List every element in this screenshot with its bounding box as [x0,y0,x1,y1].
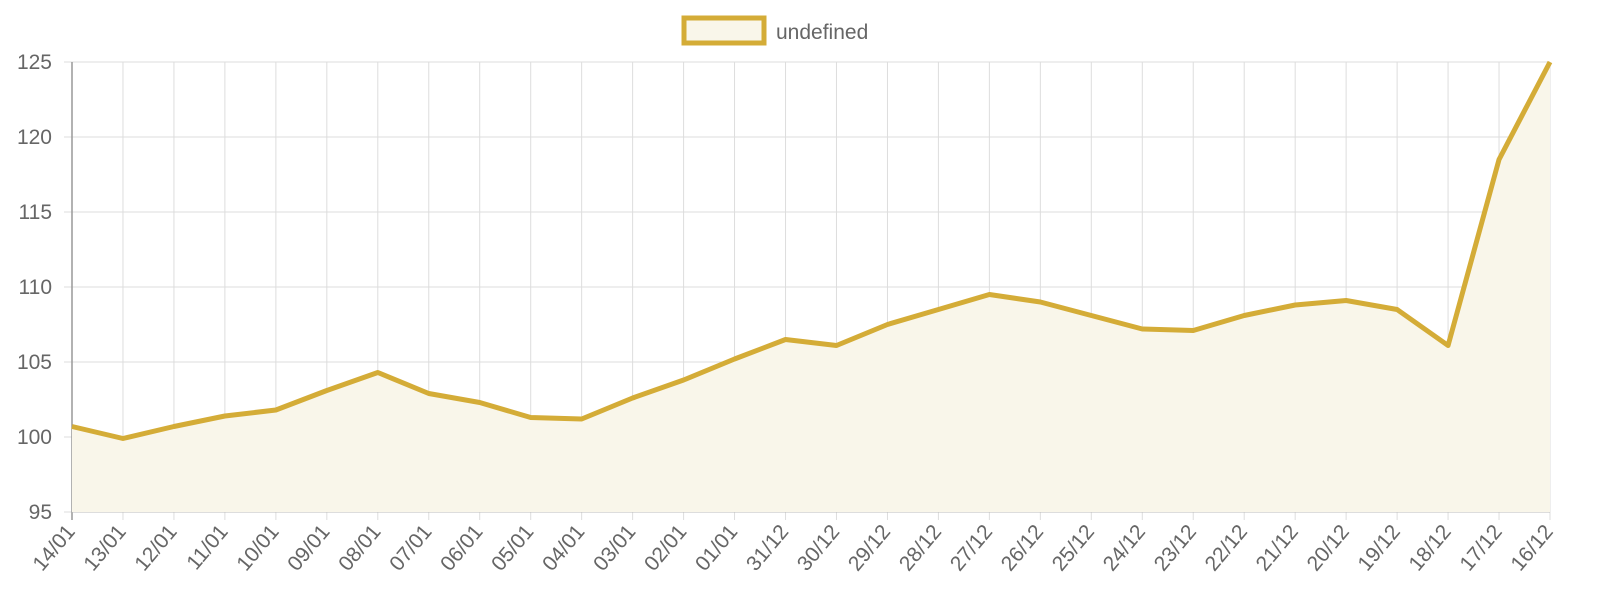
x-tick-label: 30/12 [793,520,844,575]
line [71,60,1553,441]
x-tick-label: 03/01 [589,520,640,575]
y-tick-label: 95 [29,501,52,524]
x-tick-label: 04/01 [538,520,589,575]
y-tick-label: 105 [17,351,52,374]
y-tick-label: 125 [17,51,52,74]
x-tick-label: 11/01 [182,520,232,574]
x-tick-label: 27/12 [946,520,997,575]
x-tick-label: 06/01 [436,520,487,575]
legend-swatch [681,15,767,46]
x-tick-label: 28/12 [895,520,946,575]
x-tick-label: 02/01 [640,520,691,575]
x-tick-label: 05/01 [487,520,538,575]
x-tick-label: 18/12 [1404,520,1455,575]
y-tick-label: 110 [19,276,52,299]
x-tick-label: 21/12 [1252,520,1303,575]
area [72,62,1550,512]
x-tick-label: 10/01 [232,520,283,575]
x-tick-label: 25/12 [1048,520,1099,575]
x-tick-label: 07/01 [385,520,436,575]
x-tick-label: 14/01 [28,520,79,575]
legend-label: undefined [776,21,868,44]
x-tick-label: 24/12 [1099,520,1150,575]
y-tick-label: 115 [19,201,52,224]
x-tick-label: 22/12 [1201,520,1252,575]
x-tick-label: 31/12 [742,520,793,575]
x-tick-label: 20/12 [1303,520,1354,575]
x-tick-label: 08/01 [334,520,385,575]
x-tick-label: 09/01 [283,520,334,575]
x-tick-label: 01/01 [691,520,742,575]
x-tick-label: 16/12 [1506,520,1557,575]
x-tick-label: 26/12 [997,520,1048,575]
x-tick-label: 29/12 [844,520,895,575]
x-tick-label: 17/12 [1455,520,1506,575]
x-tick-label: 19/12 [1354,520,1405,575]
x-tick-label: 23/12 [1150,520,1201,575]
x-tick-label: 12/01 [130,520,181,575]
y-tick-label: 100 [17,426,52,449]
x-tick-label: 13/01 [79,520,130,575]
y-tick-label: 120 [17,126,52,149]
